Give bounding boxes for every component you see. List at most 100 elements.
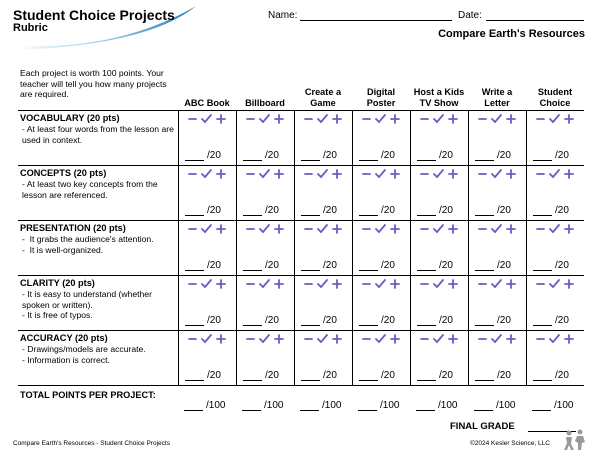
intro-cell: Each project is worth 100 points. Your t… [20,68,167,99]
score-points: /20 [185,315,221,326]
column-header: Host a Kids TV Show [413,87,465,108]
score-label: /20 [323,205,337,216]
total-label: /100 [496,400,516,411]
rating-icons [535,334,574,344]
score-cell: /20 [236,330,294,385]
score-cell: /20 [178,275,236,330]
total-blank [474,400,493,411]
score-cell: /20 [410,275,468,330]
final-grade-line [528,431,576,432]
score-points: /20 [243,150,279,161]
total-cell: /100 [468,385,526,415]
total-title: TOTAL POINTS PER PROJECT: [18,385,178,415]
rating-icons [303,114,342,124]
score-cell: /20 [178,330,236,385]
score-label: /20 [497,260,511,271]
rating-icons [477,279,516,289]
score-label: /20 [381,315,395,326]
rating-icons [535,169,574,179]
criterion-bullet: - It is free of typos. [22,310,93,320]
name-line [300,20,452,21]
score-points: /20 [533,260,569,271]
score-points: /20 [301,205,337,216]
rating-icons [477,224,516,234]
total-blank [416,400,435,411]
criterion-title: CONCEPTS (20 pts) [20,168,107,178]
score-label: /20 [497,150,511,161]
score-cell: /20 [526,165,584,220]
rubric-table: Each project is worth 100 points. Your t… [18,62,584,415]
score-cell: /20 [178,110,236,165]
score-points: /20 [359,370,395,381]
criterion-cell: CLARITY (20 pts) - It is easy to understa… [18,275,178,330]
footer-right: ©2024 Kesler Science, LLC [470,440,550,447]
score-blank [533,205,552,216]
score-blank [359,150,378,161]
score-cell: /20 [294,330,352,385]
score-points: /20 [417,150,453,161]
column-header: Create a Game [304,87,342,108]
score-points: /20 [533,315,569,326]
total-blank [358,400,377,411]
total-label: /100 [264,400,284,411]
rating-icons [187,279,226,289]
score-cell: /20 [468,220,526,275]
rating-icons [245,224,284,234]
column-header: ABC Book [184,97,230,108]
score-label: /20 [265,205,279,216]
total-label: /100 [438,400,458,411]
score-blank [301,150,320,161]
rating-icons [419,114,458,124]
score-blank [475,315,494,326]
score-points: /20 [417,205,453,216]
total-cell: /100 [410,385,468,415]
score-cell: /20 [352,165,410,220]
score-cell: /20 [236,220,294,275]
rating-icons [419,334,458,344]
score-label: /20 [555,150,569,161]
score-points: /20 [243,205,279,216]
score-cell: /20 [468,330,526,385]
score-points: /20 [417,315,453,326]
score-points: /20 [533,205,569,216]
final-grade-label: FINAL GRADE [450,421,515,432]
score-blank [417,205,436,216]
criterion-cell: VOCABULARY (20 pts) - At least four words… [18,110,178,165]
score-blank [243,370,262,381]
total-label: /100 [322,400,342,411]
score-cell: /20 [526,110,584,165]
score-cell: /20 [410,330,468,385]
rating-icons [245,334,284,344]
column-header: Digital Poster [366,87,396,108]
total-blank [242,400,261,411]
score-label: /20 [207,370,221,381]
score-label: /20 [439,150,453,161]
score-points: /20 [417,260,453,271]
score-points: /20 [533,370,569,381]
title: Student Choice Projects [13,7,175,23]
total-blank [184,400,203,411]
rating-icons [477,114,516,124]
criterion-bullet: - It is easy to understand (whether spok… [22,289,155,310]
score-label: /20 [207,205,221,216]
score-points: /20 [475,315,511,326]
score-label: /20 [265,150,279,161]
score-points: /20 [475,150,511,161]
score-cell: /20 [410,165,468,220]
criterion-bullet: - Drawings/models are accurate. [22,344,146,354]
score-blank [359,205,378,216]
score-cell: /20 [236,165,294,220]
total-points: /100 [358,400,399,411]
score-blank [533,370,552,381]
total-label: /100 [206,400,226,411]
score-points: /20 [185,370,221,381]
total-label: /100 [554,400,574,411]
score-cell: /20 [468,110,526,165]
score-cell: /20 [352,110,410,165]
score-label: /20 [265,260,279,271]
total-cell: /100 [352,385,410,415]
score-blank [301,315,320,326]
score-label: /20 [381,370,395,381]
score-blank [533,260,552,271]
score-points: /20 [301,315,337,326]
